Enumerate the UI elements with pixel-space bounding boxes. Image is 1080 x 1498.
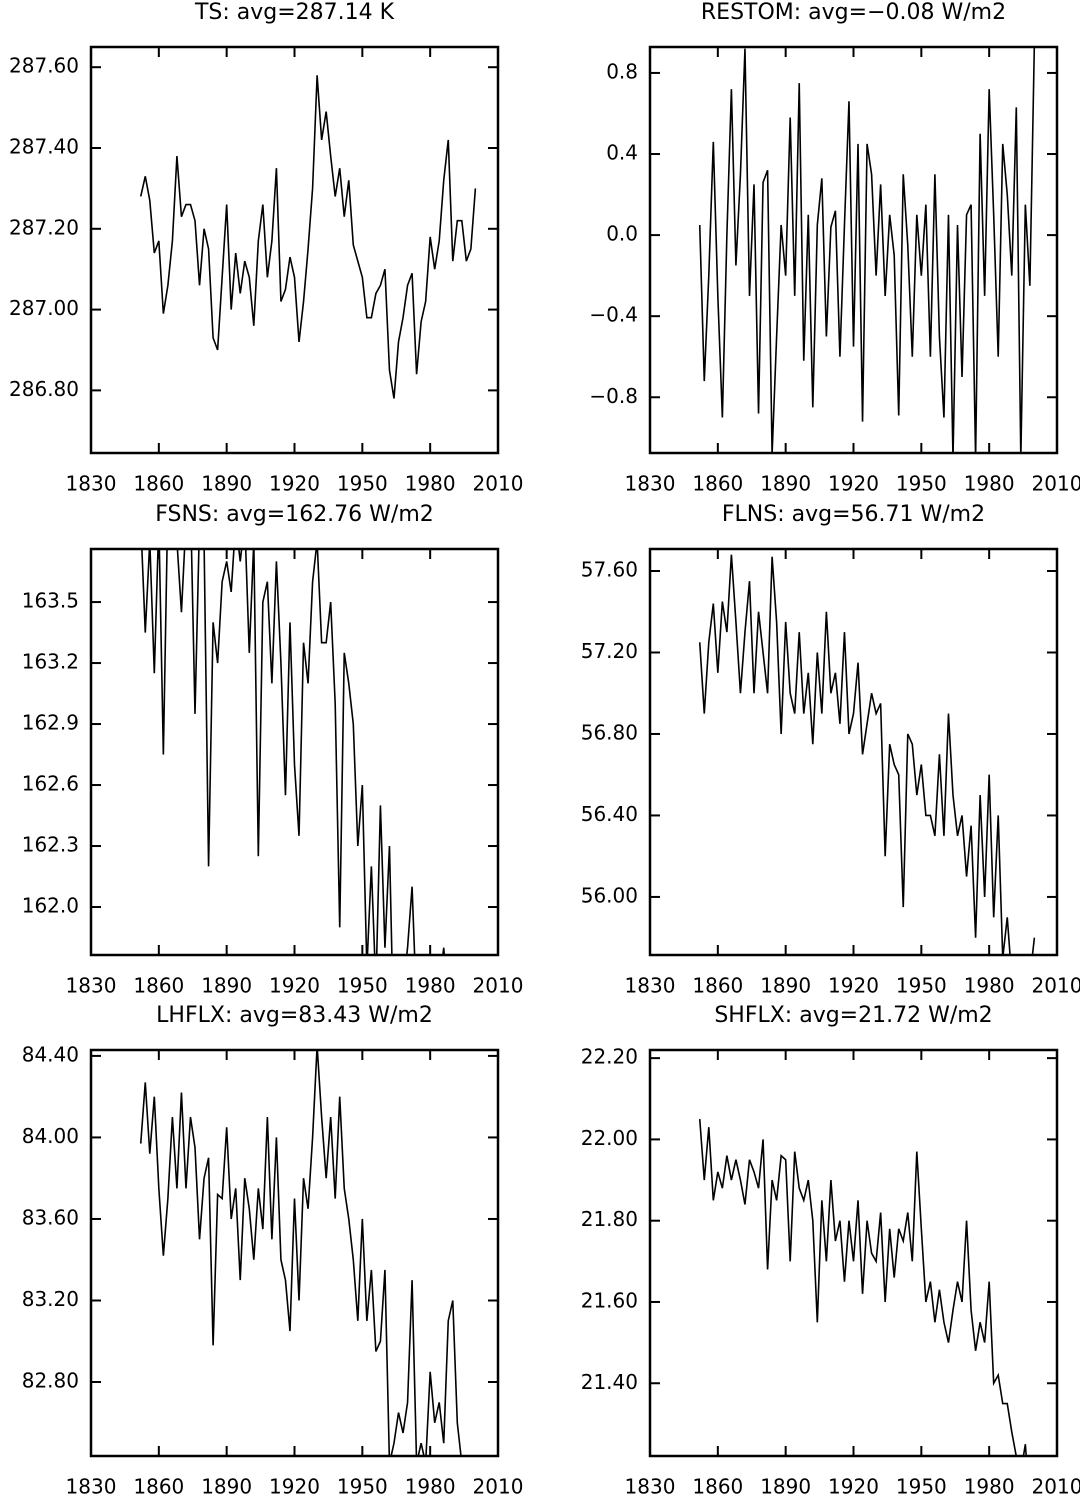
chart-title: SHFLX: avg=21.72 W/m2 — [714, 1003, 992, 1028]
y-tick-label: 21.40 — [581, 1370, 638, 1394]
x-tick-label: 1830 — [625, 472, 676, 496]
x-tick-label: 1920 — [269, 1475, 320, 1495]
y-tick-label: 84.40 — [22, 1042, 79, 1066]
x-tick-label: 1890 — [760, 1475, 811, 1495]
x-tick-label: 1920 — [828, 974, 879, 998]
x-tick-label: 2010 — [473, 1475, 524, 1495]
y-tick-label: −0.8 — [589, 384, 638, 408]
chart-title: TS: avg=287.14 K — [194, 0, 395, 25]
y-tick-label: 162.0 — [22, 894, 79, 918]
y-tick-label: 163.5 — [22, 589, 79, 613]
x-tick-label: 1860 — [692, 472, 743, 496]
y-tick-label: 83.20 — [22, 1287, 79, 1311]
y-tick-label: 22.20 — [581, 1045, 638, 1069]
x-tick-label: 1830 — [66, 974, 117, 998]
plot-frame — [89, 1048, 500, 1458]
y-tick-label: 21.80 — [581, 1207, 638, 1231]
x-tick-label: 1980 — [405, 1475, 456, 1495]
y-tick-label: 56.40 — [581, 802, 638, 826]
x-tick-label: 1950 — [896, 1475, 947, 1495]
plot-frame — [648, 547, 1059, 957]
y-tick-label: 162.9 — [22, 711, 79, 735]
x-tick-label: 2010 — [473, 472, 524, 496]
x-tick-label: 1920 — [828, 1475, 879, 1495]
data-line — [139, 75, 477, 399]
y-tick-label: 163.2 — [22, 650, 79, 674]
y-tick-label: 287.40 — [9, 134, 79, 158]
x-tick-label: 1860 — [133, 974, 184, 998]
x-tick-label: 1980 — [964, 1475, 1015, 1495]
x-tick-label: 1950 — [337, 472, 388, 496]
y-tick-label: 286.80 — [9, 377, 79, 401]
x-tick-label: 1920 — [269, 472, 320, 496]
x-tick-label: 1830 — [66, 472, 117, 496]
y-tick-label: 84.00 — [22, 1124, 79, 1148]
x-tick-label: 1860 — [692, 974, 743, 998]
y-tick-label: 162.3 — [22, 833, 79, 857]
x-tick-label: 1860 — [133, 1475, 184, 1495]
x-tick-label: 1830 — [66, 1475, 117, 1495]
x-tick-label: 1890 — [201, 472, 252, 496]
x-tick-label: 1980 — [405, 974, 456, 998]
y-tick-label: 83.60 — [22, 1205, 79, 1229]
x-tick-label: 2010 — [1032, 974, 1080, 998]
x-tick-label: 2010 — [1032, 472, 1080, 496]
y-tick-label: 287.00 — [9, 296, 79, 320]
x-tick-label: 1980 — [964, 974, 1015, 998]
x-tick-label: 1890 — [201, 1475, 252, 1495]
x-tick-label: 1890 — [760, 974, 811, 998]
y-tick-label: 0.0 — [606, 222, 638, 246]
data-line — [698, 554, 1036, 955]
y-tick-label: 287.20 — [9, 215, 79, 239]
x-tick-label: 1830 — [625, 1475, 676, 1495]
chart-title: FSNS: avg=162.76 W/m2 — [155, 502, 434, 527]
chart-title: RESTOM: avg=−0.08 W/m2 — [701, 0, 1006, 25]
y-tick-label: 0.4 — [606, 141, 638, 165]
x-tick-label: 1860 — [692, 1475, 743, 1495]
data-line — [139, 1050, 462, 1456]
x-tick-label: 1950 — [337, 974, 388, 998]
y-tick-label: 287.60 — [9, 54, 79, 78]
x-tick-label: 2010 — [1032, 1475, 1080, 1495]
x-tick-label: 2010 — [473, 974, 524, 998]
x-tick-label: 1860 — [133, 472, 184, 496]
data-line — [698, 47, 1036, 453]
chart-title: FLNS: avg=56.71 W/m2 — [722, 502, 985, 527]
x-tick-label: 1950 — [337, 1475, 388, 1495]
x-tick-label: 1890 — [201, 974, 252, 998]
x-tick-label: 1830 — [625, 974, 676, 998]
y-tick-label: 82.80 — [22, 1369, 79, 1393]
chart-title: LHFLX: avg=83.43 W/m2 — [156, 1003, 433, 1028]
y-tick-label: 0.8 — [606, 59, 638, 83]
plot-frame — [648, 45, 1059, 455]
x-tick-label: 1920 — [269, 974, 320, 998]
y-tick-label: 21.60 — [581, 1288, 638, 1312]
y-tick-label: 22.00 — [581, 1126, 638, 1150]
y-tick-label: −0.4 — [589, 303, 638, 327]
y-tick-label: 162.6 — [22, 772, 79, 796]
x-tick-label: 1890 — [760, 472, 811, 496]
y-tick-label: 57.20 — [581, 639, 638, 663]
y-tick-label: 56.80 — [581, 720, 638, 744]
data-line — [141, 549, 446, 955]
y-tick-label: 56.00 — [581, 883, 638, 907]
x-tick-label: 1980 — [405, 472, 456, 496]
x-tick-label: 1950 — [896, 974, 947, 998]
x-tick-label: 1920 — [828, 472, 879, 496]
x-tick-label: 1980 — [964, 472, 1015, 496]
x-tick-label: 1950 — [896, 472, 947, 496]
y-tick-label: 57.60 — [581, 558, 638, 582]
data-line — [698, 1119, 1028, 1456]
